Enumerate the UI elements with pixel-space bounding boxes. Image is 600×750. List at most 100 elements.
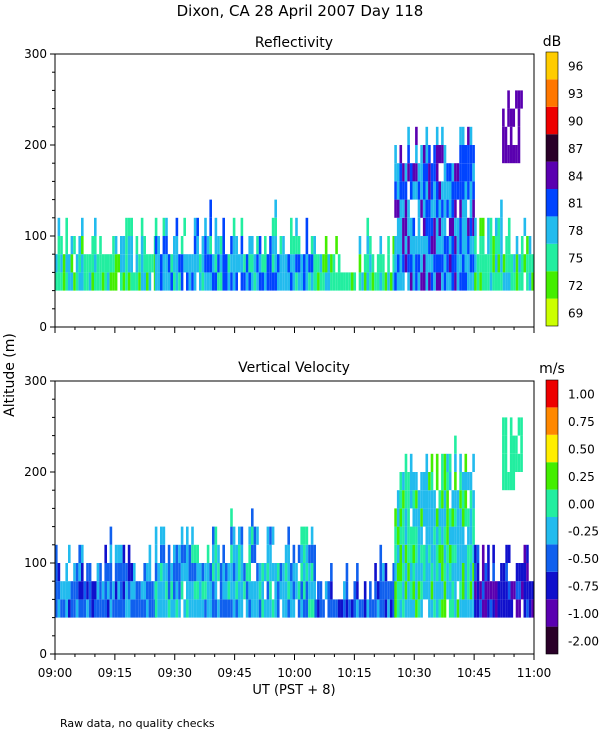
echo-cell [175, 217, 179, 236]
echo-cell [456, 490, 460, 509]
echo-cell [73, 563, 76, 582]
echo-cell [459, 453, 462, 472]
echo-cell [219, 599, 223, 618]
echo-cell [507, 472, 510, 491]
echo-cell [83, 581, 87, 600]
echo-cell [467, 181, 470, 200]
echo-cell [107, 581, 110, 600]
echo-cell [487, 236, 490, 255]
echo-cell [404, 181, 408, 200]
echo-cell [191, 272, 194, 291]
echo-cell [394, 508, 397, 527]
echo-cell [345, 272, 349, 291]
echo-cell [263, 254, 267, 273]
y-tick-label: 300 [24, 374, 47, 388]
echo-cell [402, 563, 405, 582]
echo-cell [204, 599, 207, 618]
echo-cell [292, 563, 296, 582]
echo-cell [402, 508, 405, 527]
echo-cell [443, 453, 447, 472]
echo-cell [396, 544, 400, 563]
echo-cell [509, 145, 513, 164]
echo-cell [502, 145, 505, 164]
echo-cell [520, 453, 523, 472]
echo-cell [206, 563, 210, 582]
echo-cell [143, 236, 146, 255]
echo-cell [392, 563, 396, 582]
echo-cell [322, 599, 325, 618]
echo-cell [211, 526, 215, 545]
echo-cell [217, 544, 220, 563]
echo-cell [476, 599, 480, 618]
echo-cell [435, 472, 439, 491]
echo-cell [415, 181, 418, 200]
echo-cell [292, 544, 296, 563]
echo-cell [451, 490, 455, 509]
echo-cell [109, 526, 113, 545]
echo-cell [428, 236, 431, 255]
echo-cell [188, 544, 192, 563]
echo-cell [112, 581, 115, 600]
echo-cell [387, 581, 390, 600]
echo-cell [73, 581, 76, 600]
echo-cell [295, 563, 298, 582]
echo-cell [446, 472, 449, 491]
echo-cell [224, 272, 228, 291]
echo-cell [472, 199, 475, 218]
echo-cell [109, 581, 113, 600]
echo-cell [507, 217, 511, 236]
colorbar-swatch [546, 517, 558, 545]
echo-cell [324, 236, 328, 255]
echo-cell [178, 254, 181, 273]
echo-cell [196, 236, 199, 255]
echo-cell [435, 453, 439, 472]
echo-cell [284, 581, 288, 600]
echo-cell [366, 272, 370, 291]
echo-cell [396, 526, 400, 545]
echo-cell [402, 236, 405, 255]
echo-cell [507, 599, 511, 618]
echo-cell [185, 581, 189, 600]
echo-cell [243, 563, 246, 582]
echo-cell [308, 544, 311, 563]
colorbar-label: -0.50 [568, 552, 599, 566]
echo-cell [461, 217, 465, 236]
echo-cell [112, 599, 115, 618]
echo-cell [412, 526, 416, 545]
echo-cell [345, 581, 349, 600]
echo-cell [94, 254, 97, 273]
echo-cell [230, 508, 233, 527]
echo-cell [412, 254, 416, 273]
echo-cell [154, 272, 158, 291]
echo-cell [476, 563, 480, 582]
echo-cell [250, 581, 254, 600]
echo-cell [170, 272, 173, 291]
echo-cell [523, 563, 527, 582]
echo-cell [422, 163, 426, 182]
echo-cell [269, 272, 272, 291]
echo-cell [409, 472, 413, 491]
echo-cell [402, 526, 405, 545]
echo-cell [394, 526, 397, 545]
echo-cell [322, 254, 325, 273]
echo-cell [127, 272, 131, 291]
echo-cell [78, 272, 81, 291]
echo-cell [402, 217, 405, 236]
echo-cell [464, 254, 468, 273]
echo-cell [302, 272, 306, 291]
echo-cell [435, 181, 439, 200]
echo-cell [446, 199, 449, 218]
echo-cell [459, 563, 462, 582]
x-tick-label: 09:15 [98, 666, 133, 680]
echo-cell [235, 272, 238, 291]
echo-cell [509, 126, 513, 145]
echo-cell [258, 581, 262, 600]
echo-cell [297, 581, 301, 600]
echo-cell [219, 563, 223, 582]
echo-cell [292, 599, 296, 618]
echo-cell [157, 563, 160, 582]
echo-cell [409, 581, 413, 600]
echo-cell [492, 544, 495, 563]
y-tick-label: 200 [24, 138, 47, 152]
colorbar-swatch [546, 626, 558, 654]
